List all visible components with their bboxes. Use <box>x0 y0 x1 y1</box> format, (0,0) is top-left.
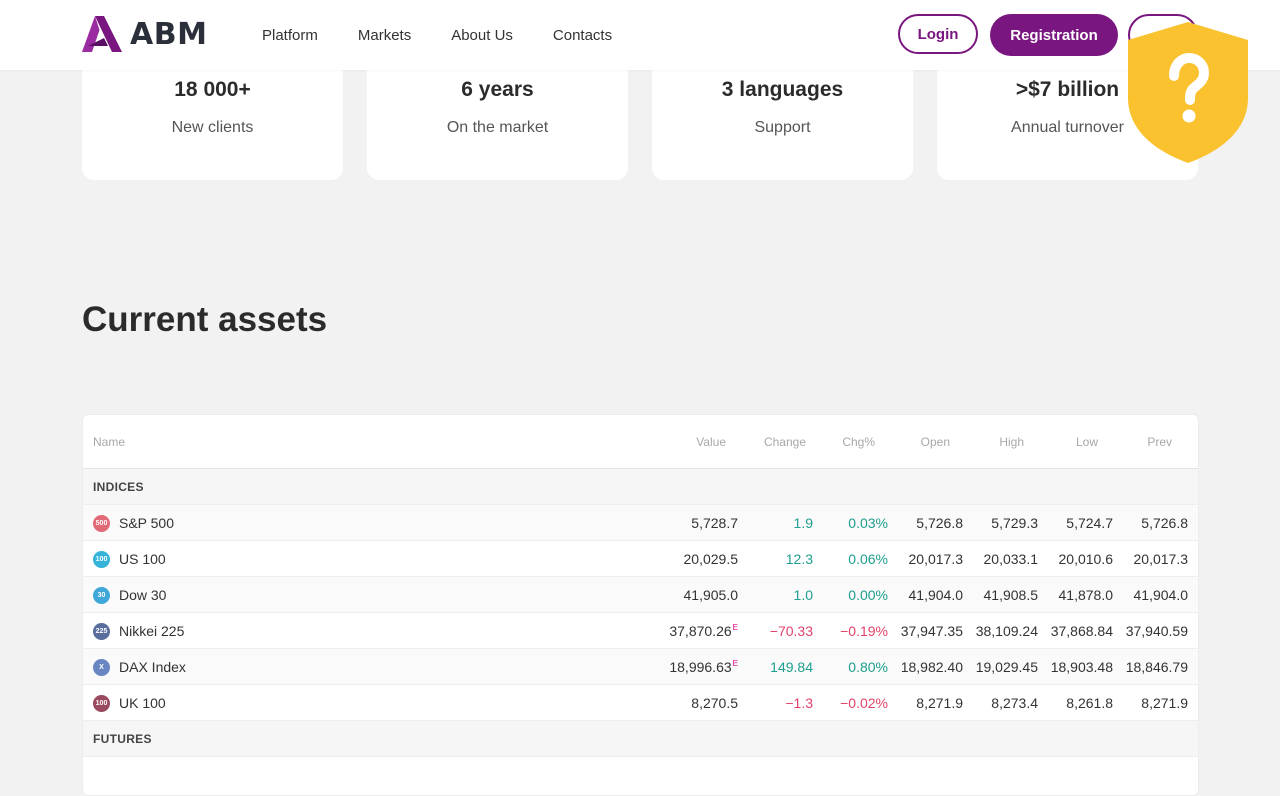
asset-icon: X <box>93 659 110 676</box>
asset-name[interactable]: Dow 30 <box>119 587 167 603</box>
cell-low: 5,724.7 <box>1066 515 1113 531</box>
cell-chg-pct: −0.02% <box>840 695 888 711</box>
cell-prev: 5,726.8 <box>1141 515 1188 531</box>
estimated-flag: E <box>732 659 738 669</box>
cell-high: 8,273.4 <box>991 695 1038 711</box>
cell-prev: 20,017.3 <box>1133 551 1189 567</box>
col-low[interactable]: Low <box>1075 435 1098 449</box>
group-title: INDICES <box>93 480 144 494</box>
cell-value: 41,905.0 <box>683 587 739 603</box>
cell-change: 1.9 <box>793 515 813 531</box>
cell-value: 18,996.63E <box>669 659 738 675</box>
asset-name[interactable]: Nikkei 225 <box>119 623 185 639</box>
cell-prev: 37,940.59 <box>1125 623 1188 639</box>
cell-prev: 41,904.0 <box>1133 587 1189 603</box>
table-group-header: INDICES <box>83 469 1198 505</box>
cell-change: −1.3 <box>785 695 813 711</box>
cell-change: 12.3 <box>785 551 813 567</box>
cell-high: 38,109.24 <box>975 623 1038 639</box>
cell-value: 20,029.5 <box>683 551 739 567</box>
cell-change: 149.84 <box>770 659 813 675</box>
col-name[interactable]: Name <box>93 435 126 449</box>
nav-contacts[interactable]: Contacts <box>552 27 613 44</box>
asset-name[interactable]: S&P 500 <box>119 515 175 531</box>
stat-label: On the market <box>446 119 549 136</box>
question-shield-icon[interactable] <box>1126 20 1250 165</box>
stat-value: 18 000+ <box>174 78 251 101</box>
assets-table: Name Value Change Chg% Open High Low Pre… <box>82 414 1199 796</box>
asset-name[interactable]: UK 100 <box>119 695 166 711</box>
nav-platform[interactable]: Platform <box>262 27 318 44</box>
stat-value: >$7 billion <box>1015 78 1120 101</box>
section-title: Current assets <box>82 300 328 339</box>
cell-chg-pct: 0.06% <box>848 551 888 567</box>
site-header: ABM Platform Markets About Us Contacts L… <box>0 0 1280 70</box>
table-row[interactable]: 100 UK 100 8,270.5 −1.3 −0.02% 8,271.9 8,273.4… <box>83 685 1198 721</box>
cell-high: 5,729.3 <box>991 515 1038 531</box>
cell-chg-pct: 0.03% <box>848 515 888 531</box>
login-button[interactable]: Login <box>898 14 978 54</box>
col-high[interactable]: High <box>999 435 1024 449</box>
col-prev[interactable]: Prev <box>1147 435 1172 449</box>
cell-value: 5,728.7 <box>691 515 738 531</box>
cell-low: 18,903.48 <box>1050 659 1113 675</box>
cell-high: 19,029.45 <box>975 659 1038 675</box>
stat-value: 3 languages <box>721 78 844 101</box>
asset-icon: 30 <box>93 587 110 604</box>
cell-value: 8,270.5 <box>691 695 738 711</box>
cell-low: 20,010.6 <box>1058 551 1114 567</box>
col-open[interactable]: Open <box>920 435 950 449</box>
asset-icon: 225 <box>93 623 110 640</box>
brand-name: ABM <box>130 16 208 52</box>
cell-open: 5,726.8 <box>916 515 963 531</box>
table-row[interactable]: X DAX Index 18,996.63E 149.84 0.80% 18,982.40… <box>83 649 1198 685</box>
cell-low: 41,878.0 <box>1058 587 1114 603</box>
nav-markets[interactable]: Markets <box>357 27 412 44</box>
cell-open: 8,271.9 <box>916 695 963 711</box>
table-row[interactable]: 30 Dow 30 41,905.0 1.0 0.00% 41,904.0 41,908.5… <box>83 577 1198 613</box>
table-group-header: FUTURES <box>83 721 1198 757</box>
cell-high: 41,908.5 <box>983 587 1039 603</box>
asset-name[interactable]: DAX Index <box>119 659 186 675</box>
table-body: INDICES 500 S&P 500 5,728.7 1.9 0.03% 5,726.8 5… <box>83 469 1198 757</box>
cell-chg-pct: 0.80% <box>848 659 888 675</box>
cell-open: 41,904.0 <box>908 587 964 603</box>
col-change[interactable]: Change <box>763 435 806 449</box>
asset-name[interactable]: US 100 <box>119 551 166 567</box>
col-chg-pct[interactable]: Chg% <box>842 435 875 449</box>
brand-logo[interactable]: ABM <box>82 16 207 52</box>
cell-prev: 8,271.9 <box>1141 695 1188 711</box>
cell-chg-pct: −0.19% <box>840 623 888 639</box>
table-row[interactable]: 500 S&P 500 5,728.7 1.9 0.03% 5,726.8 5,729.3 5… <box>83 505 1198 541</box>
cell-value: 37,870.26E <box>669 623 738 639</box>
cell-open: 18,982.40 <box>900 659 963 675</box>
estimated-flag: E <box>732 623 738 633</box>
nav-about-us[interactable]: About Us <box>451 27 513 44</box>
asset-icon: 100 <box>93 551 110 568</box>
cell-prev: 18,846.79 <box>1125 659 1188 675</box>
cell-open: 20,017.3 <box>908 551 964 567</box>
cell-change: 1.0 <box>793 587 813 603</box>
registration-button[interactable]: Registration <box>990 14 1118 56</box>
stat-label: Support <box>754 119 811 136</box>
col-value[interactable]: Value <box>696 435 726 449</box>
cell-low: 8,261.8 <box>1066 695 1113 711</box>
cell-low: 37,868.84 <box>1050 623 1113 639</box>
group-title: FUTURES <box>93 732 152 746</box>
cell-change: −70.33 <box>769 623 813 639</box>
main-nav: Platform Markets About Us Contacts <box>262 26 652 46</box>
cell-open: 37,947.35 <box>900 623 963 639</box>
stat-label: New clients <box>171 119 254 136</box>
cell-high: 20,033.1 <box>983 551 1039 567</box>
table-header: Name Value Change Chg% Open High Low Pre… <box>83 415 1198 469</box>
stat-value: 6 years <box>461 78 534 101</box>
asset-icon: 500 <box>93 515 110 532</box>
cell-chg-pct: 0.00% <box>848 587 888 603</box>
logo-mark-icon <box>82 16 122 52</box>
table-row[interactable]: 100 US 100 20,029.5 12.3 0.06% 20,017.3 20,033… <box>83 541 1198 577</box>
table-row[interactable]: 225 Nikkei 225 37,870.26E −70.33 −0.19% 37,94… <box>83 613 1198 649</box>
asset-icon: 100 <box>93 695 110 712</box>
stat-label: Annual turnover <box>1011 119 1124 136</box>
